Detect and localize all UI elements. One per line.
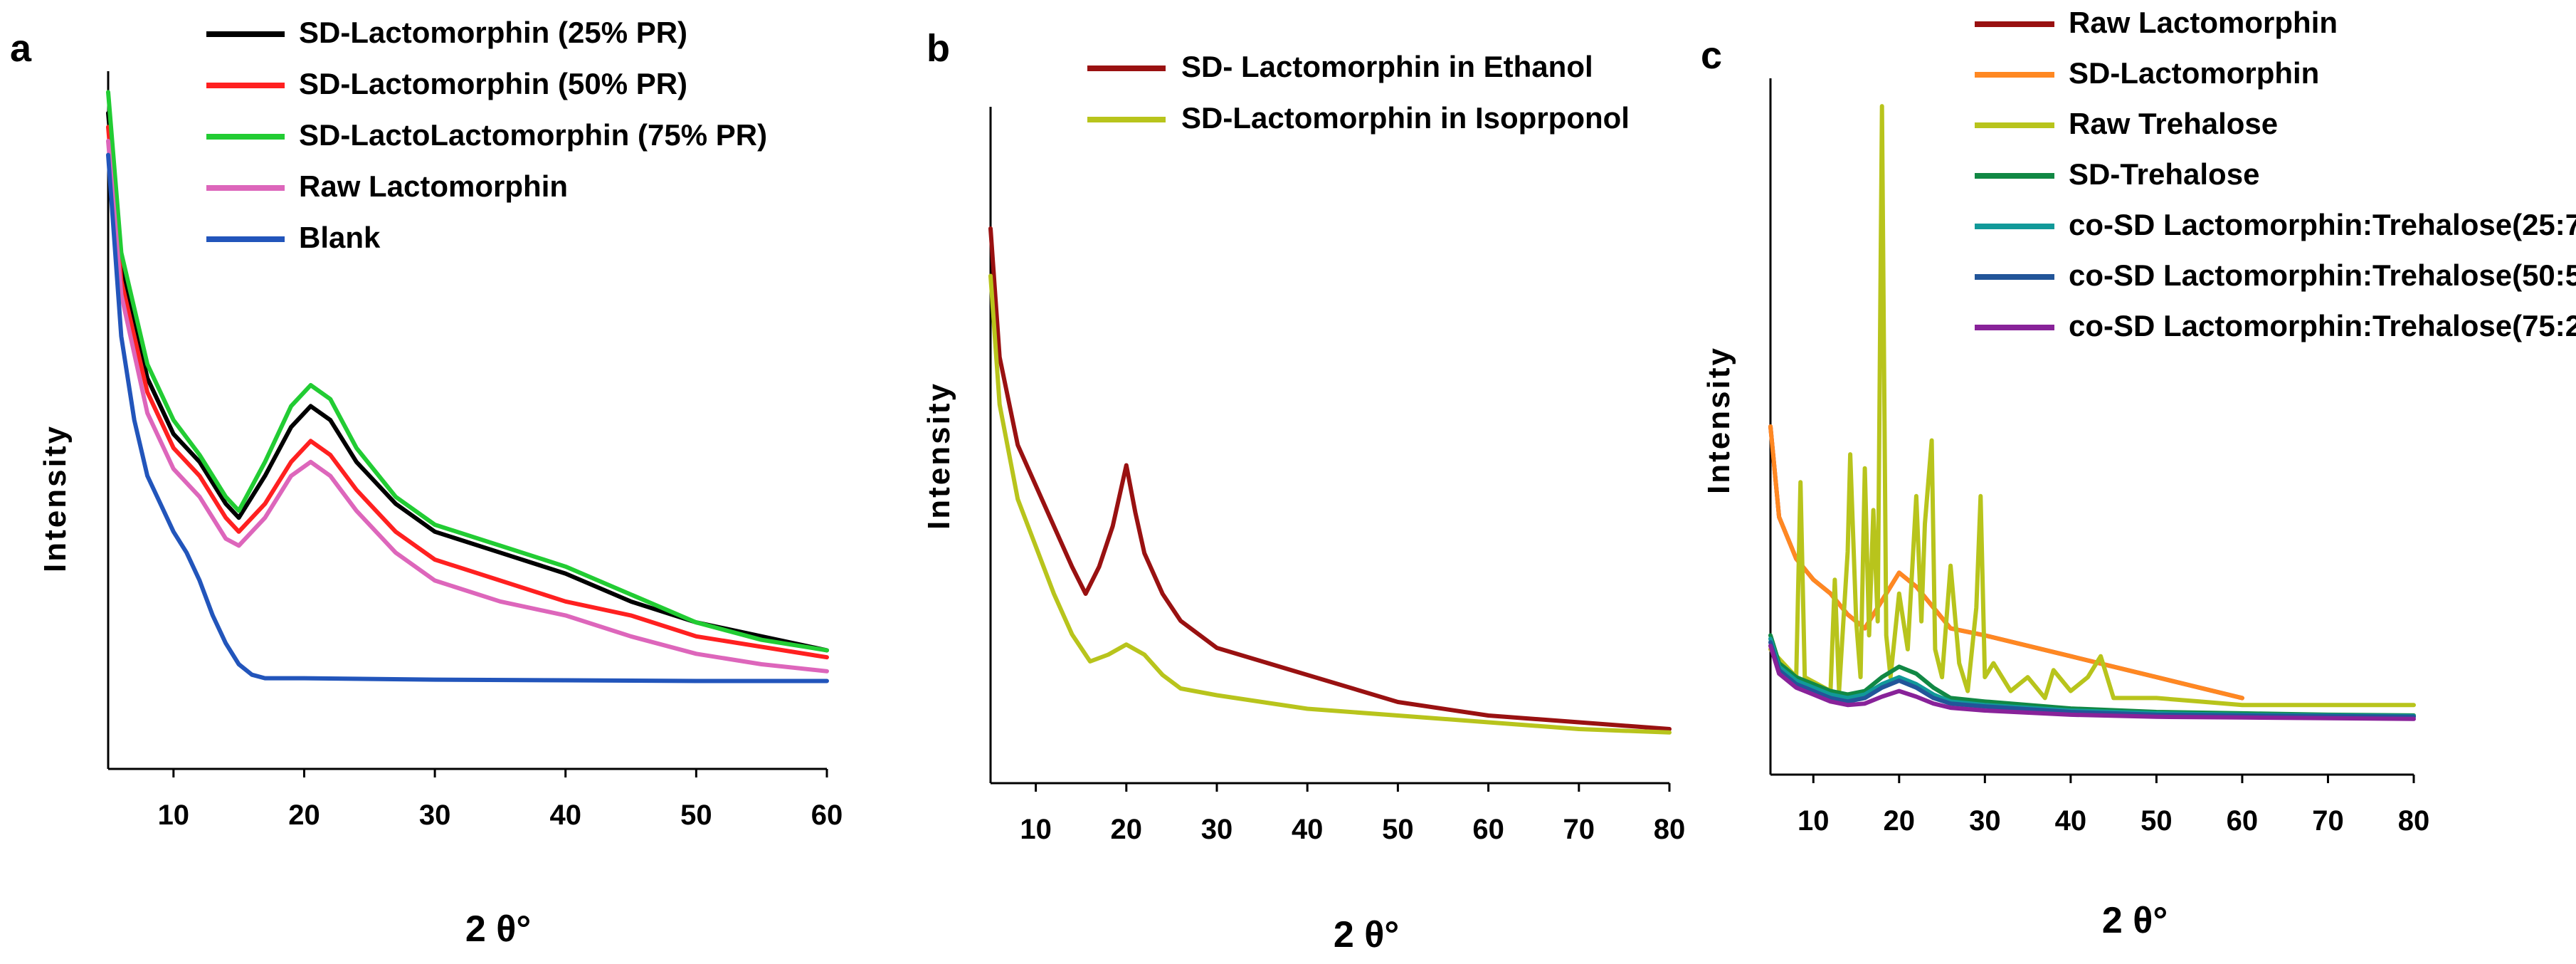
panel-b-letter: b xyxy=(927,27,950,70)
panel-b-legend-label: SD- Lactomorphin in Ethanol xyxy=(1181,50,1593,83)
panel-b-series-sd-lactomorphin-in-isoprponol xyxy=(988,273,1672,735)
panel-a-ticks xyxy=(172,769,828,777)
panel-a-tick-labels: 10 20 30 40 50 60 xyxy=(158,800,843,831)
panel-a-series-raw-lactomorphin xyxy=(106,139,829,674)
panel-a: a 10 20 30 40 50 60 Intensity 2 θ° SD-Lactomo… xyxy=(10,16,843,950)
panel-c: c 10 20 30 40 50 60 70 80 Intensity 2 θ° Raw La… xyxy=(1701,6,2576,941)
panel-c-series-co-sd-lactomorphin-trehalose-75-25 xyxy=(1768,644,2416,721)
panel-b-tick-labels: 10 20 30 40 50 60 70 80 xyxy=(1020,814,1685,845)
panel-a-x-tick-label: 50 xyxy=(680,800,712,831)
panel-b-ticks xyxy=(1035,783,1671,792)
panel-a-series-sd-lactomorphin-25-pr xyxy=(106,110,829,653)
panel-c-y-label: Intensity xyxy=(1701,346,1736,494)
panel-b-x-tick-label: 40 xyxy=(1292,814,1324,845)
panel-c-legend-label: SD-Trehalose xyxy=(2069,157,2259,191)
panel-a-series-sd-lactomorphin-50-pr xyxy=(106,125,829,660)
panel-c-x-tick-label: 40 xyxy=(2055,805,2087,837)
panel-c-x-tick-label: 80 xyxy=(2398,805,2430,837)
panel-c-x-label: 2 θ° xyxy=(2102,900,2168,941)
panel-c-legend-label: co-SD Lactomorphin:Trehalose(25:75) xyxy=(2069,208,2576,241)
panel-a-letter: a xyxy=(10,27,32,70)
panel-c-series-raw-trehalose xyxy=(1768,104,2416,708)
panel-c-series-sd-lactomorphin xyxy=(1768,424,2244,701)
panel-b-x-tick-label: 60 xyxy=(1472,814,1504,845)
panel-b-series-sd-lactomorphin-in-ethanol xyxy=(988,226,1672,731)
panel-b-legend: SD- Lactomorphin in Ethanol SD-Lactomorph… xyxy=(1087,50,1630,135)
panel-a-legend-label: Raw Lactomorphin xyxy=(299,169,568,203)
panel-c-legend-label: co-SD Lactomorphin:Trehalose(50:50) xyxy=(2069,258,2576,292)
panel-b-series xyxy=(988,226,1672,735)
panel-a-x-tick-label: 10 xyxy=(158,800,190,831)
panel-b-x-tick-label: 80 xyxy=(1654,814,1686,845)
panel-c-ticks xyxy=(1812,775,2415,783)
panel-a-legend: SD-Lactomorphin (25% PR) SD-Lactomorphin … xyxy=(206,16,767,254)
panel-c-legend-label: co-SD Lactomorphin:Trehalose(75:25) xyxy=(2069,309,2576,342)
panel-b-x-tick-label: 10 xyxy=(1020,814,1052,845)
panel-b-x-tick-label: 30 xyxy=(1201,814,1233,845)
panel-a-x-tick-label: 40 xyxy=(549,800,581,831)
panel-a-legend-label: Blank xyxy=(299,221,381,254)
panel-c-x-tick-label: 50 xyxy=(2140,805,2173,837)
panel-b-x-label: 2 θ° xyxy=(1334,914,1399,955)
panel-c-legend-label: Raw Lactomorphin xyxy=(2069,6,2338,39)
panel-a-legend-label: SD-LactoLactomorphin (75% PR) xyxy=(299,118,767,152)
panel-a-x-tick-label: 60 xyxy=(811,800,843,831)
panel-a-series-sd-lactolactomorphin-75-pr xyxy=(106,90,829,653)
panel-b-x-tick-label: 20 xyxy=(1111,814,1143,845)
panel-b-x-tick-label: 70 xyxy=(1563,814,1595,845)
panel-c-legend-label: SD-Lactomorphin xyxy=(2069,56,2319,90)
panel-a-legend-label: SD-Lactomorphin (50% PR) xyxy=(299,67,687,100)
panel-b: b 10 20 30 40 50 60 70 80 Intensity 2 θ° SD- La… xyxy=(922,27,1685,955)
panel-a-x-tick-label: 30 xyxy=(419,800,451,831)
panel-a-series xyxy=(106,90,829,683)
panel-c-legend-label: Raw Trehalose xyxy=(2069,107,2278,140)
panel-c-series xyxy=(1768,104,2416,721)
panel-c-x-tick-label: 10 xyxy=(1798,805,1830,837)
panel-a-x-label: 2 θ° xyxy=(465,908,531,950)
panel-a-legend-label: SD-Lactomorphin (25% PR) xyxy=(299,16,687,49)
panel-c-x-tick-label: 20 xyxy=(1884,805,1916,837)
panel-c-x-tick-label: 30 xyxy=(1969,805,2001,837)
panel-b-x-tick-label: 50 xyxy=(1382,814,1414,845)
panel-b-legend-label: SD-Lactomorphin in Isoprponol xyxy=(1181,101,1630,135)
panel-a-x-tick-label: 20 xyxy=(288,800,320,831)
panel-c-letter: c xyxy=(1701,34,1722,77)
panel-a-y-label: Intensity xyxy=(38,424,73,572)
panel-b-y-label: Intensity xyxy=(922,382,956,530)
panel-c-x-tick-label: 60 xyxy=(2227,805,2259,837)
panel-c-x-tick-label: 70 xyxy=(2312,805,2344,837)
panel-c-legend: Raw Lactomorphin SD-Lactomorphin Raw Treha… xyxy=(1975,6,2576,342)
panel-a-series-blank xyxy=(106,152,829,683)
panel-c-tick-labels: 10 20 30 40 50 60 70 80 xyxy=(1798,805,2429,837)
